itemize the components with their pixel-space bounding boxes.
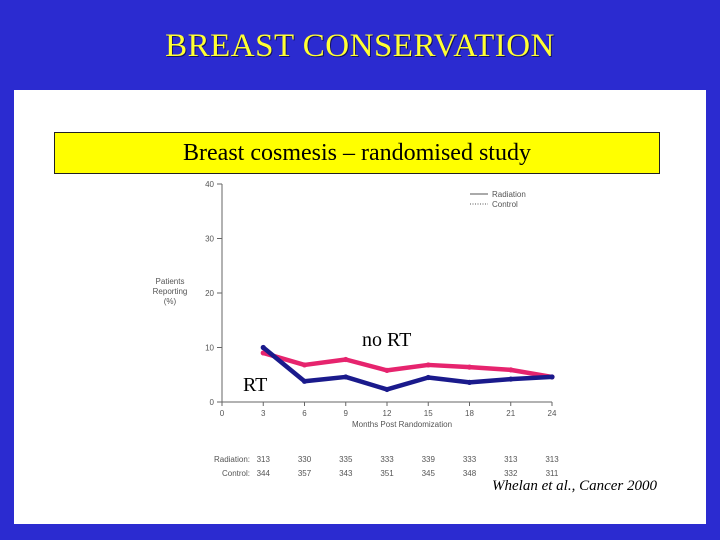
x-tick-label: 9 [344,409,349,418]
risk-count: 311 [546,469,559,478]
title-bar [0,0,720,88]
y-axis-label-line: Patients [156,277,185,286]
x-tick-label: 18 [465,409,474,418]
y-tick-label: 0 [210,398,215,407]
risk-count: 333 [380,455,394,464]
series-line-control [261,350,555,380]
risk-count: 343 [339,469,353,478]
x-tick-label: 12 [383,409,392,418]
legend-control-label: Control [492,200,518,209]
y-axis-label-line: Reporting [153,287,188,296]
risk-count: 348 [463,469,477,478]
y-axis-label-line: (%) [164,297,177,306]
data-point-radiation [466,379,473,385]
slide-subtitle: Breast cosmesis – randomised study [183,140,531,166]
risk-count: 313 [504,455,518,464]
data-point-radiation [549,374,555,380]
x-tick-label: 21 [506,409,515,418]
risk-count: 357 [298,469,312,478]
data-point-radiation [425,374,431,381]
risk-count: 351 [380,469,394,478]
data-point-radiation [301,378,308,384]
risk-count: 332 [504,469,518,478]
data-point-control [260,350,266,356]
x-tick-label: 15 [424,409,433,418]
data-point-control [508,367,514,373]
data-point-radiation [384,386,390,393]
data-point-radiation [343,374,349,380]
subtitle-box: Breast cosmesis – randomised study [54,132,660,174]
risk-count: 313 [257,455,271,464]
annotation-no-rt: no RT [362,329,411,351]
slide-title: BREAST CONSERVATION [165,28,555,64]
legend-radiation-label: Radiation [492,190,526,199]
risk-count: 333 [463,455,477,464]
y-tick-label: 10 [205,344,214,353]
risk-count: 313 [545,455,559,464]
data-point-control [343,356,349,363]
risk-row-label: Radiation: [214,455,250,464]
data-point-control [301,362,308,368]
risk-count: 344 [257,469,271,478]
data-point-radiation [260,344,266,351]
data-point-radiation [508,376,514,382]
risk-count: 345 [422,469,436,478]
y-tick-label: 30 [205,235,214,244]
x-axis-label: Months Post Randomization [352,420,452,429]
x-tick-label: 6 [302,409,307,418]
risk-count: 339 [422,455,436,464]
risk-count: 330 [298,455,312,464]
data-point-control [384,367,390,373]
y-tick-label: 20 [205,289,214,298]
x-tick-label: 3 [261,409,266,418]
citation: Whelan et al., Cancer 2000 [492,478,657,494]
series-line-radiation [261,345,555,392]
x-tick-label: 0 [220,409,225,418]
data-point-control [425,362,431,368]
risk-count: 335 [339,455,353,464]
annotation-rt: RT [243,374,267,396]
risk-row-label: Control: [222,469,250,478]
data-point-control [466,364,473,370]
x-tick-label: 24 [548,409,557,418]
y-tick-label: 40 [205,180,214,189]
